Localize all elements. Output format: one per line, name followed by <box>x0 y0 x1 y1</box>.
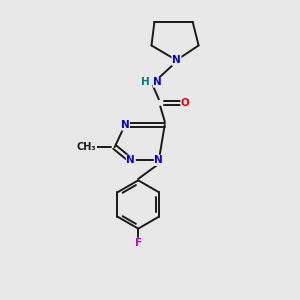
Text: N: N <box>153 77 162 87</box>
Text: CH₃: CH₃ <box>77 142 97 152</box>
Text: N: N <box>127 155 135 165</box>
Text: F: F <box>135 238 142 248</box>
Text: O: O <box>181 98 190 108</box>
Text: N: N <box>172 55 181 65</box>
Text: N: N <box>121 120 129 130</box>
Text: N: N <box>154 155 163 165</box>
Text: H: H <box>141 77 150 87</box>
